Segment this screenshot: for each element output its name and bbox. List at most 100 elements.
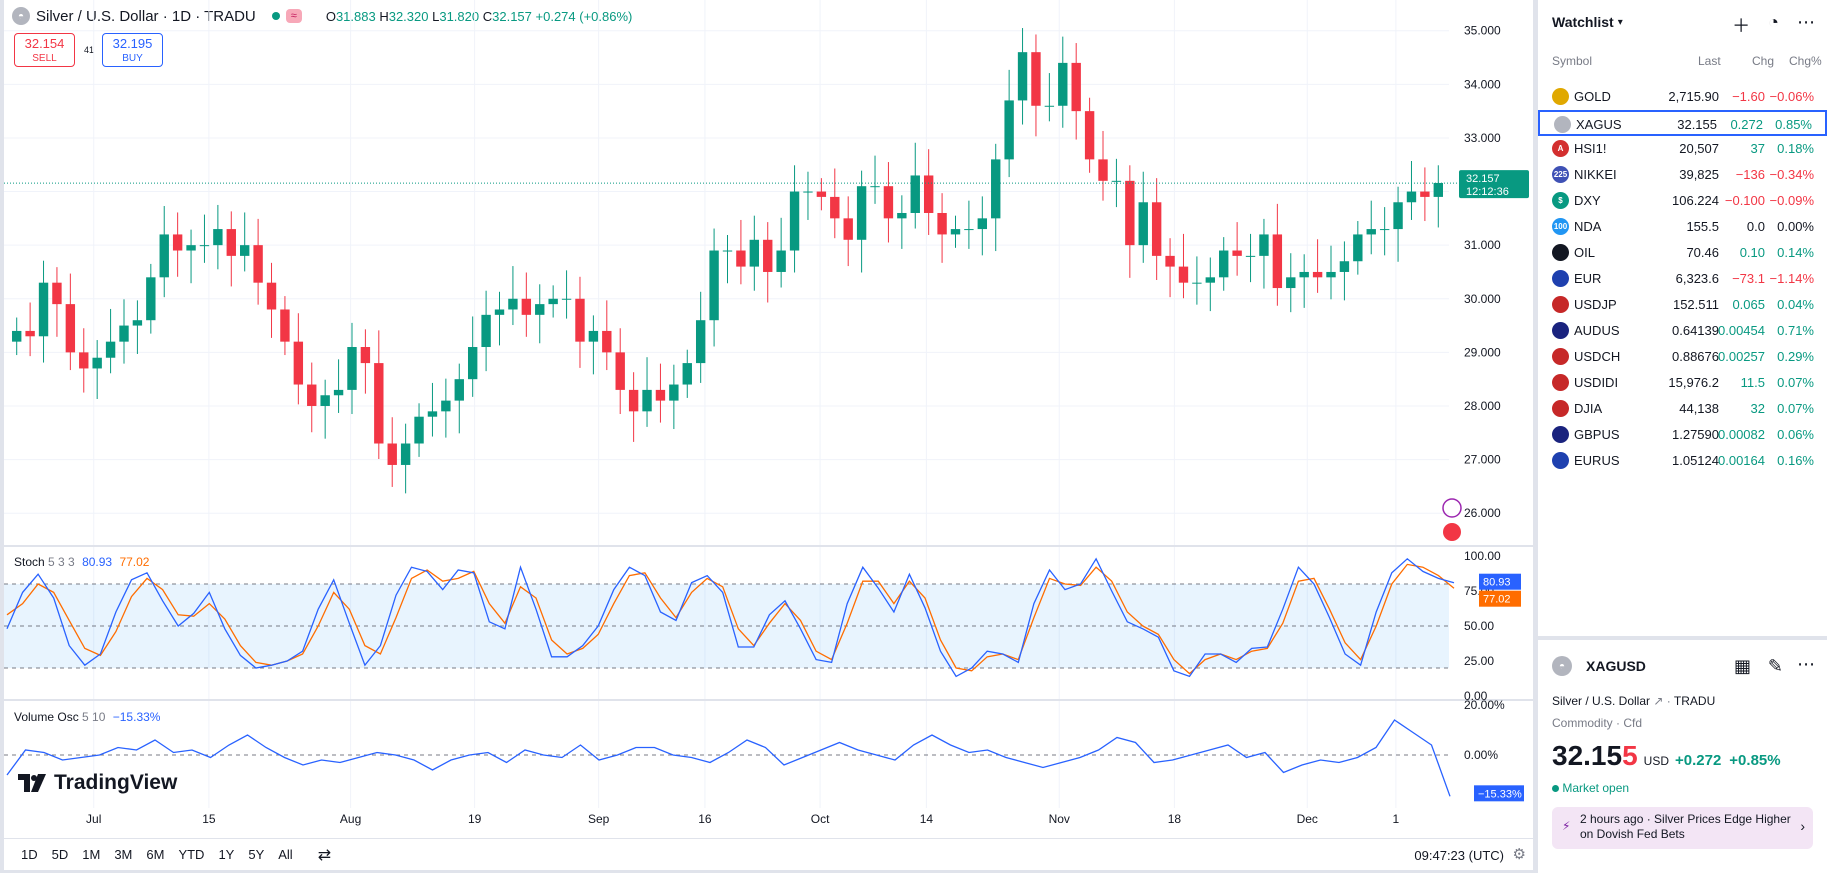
news-headline[interactable]: ⚡ 2 hours ago · Silver Prices Edge Highe… [1552,807,1813,849]
clock-readout[interactable]: 09:47:23 (UTC) [1414,848,1504,863]
candle-body [816,191,827,197]
candle-body [964,229,974,231]
row-chgp: −1.14% [1769,271,1814,286]
watchlist-row[interactable]: A HSI1! 20,507 37 0.18% [1538,136,1827,162]
row-chg: −0.100 [1724,193,1765,208]
volosc-legend[interactable]: Volume Osc 5 10 −15.33% [14,710,160,724]
detail-symbol[interactable]: XAGUSD [1586,658,1646,674]
candle-body [467,347,478,380]
candle-body [776,250,786,272]
watchlist-row[interactable]: 225 NIKKEI 39,825 −136 −0.34% [1538,162,1827,188]
range-button[interactable]: 1M [82,847,101,862]
watchlist-row[interactable]: USDJP 152.511 0.065 0.04% [1538,292,1827,318]
watchlist-row[interactable]: GOLD 2,715.90 −1.60 −0.06% [1538,84,1827,110]
chart-panel[interactable]: ◓ Silver / U.S. Dollar · 1D · TRADU ≈ O3… [4,0,1534,870]
settings-gear-icon[interactable]: ⚙ [1512,846,1526,863]
range-button[interactable]: 5Y [248,847,265,862]
candle-body [977,218,988,230]
candle-body [991,159,1001,219]
watchlist-row[interactable]: OIL 70.46 0.10 0.14% [1538,240,1827,266]
watchlist-row[interactable]: GBPUS 1.27590 0.00082 0.06% [1538,422,1827,448]
symbol-logo-icon [1552,452,1569,469]
price-axis-label: 27.000 [1464,453,1501,467]
tradingview-logo[interactable]: TradingView [18,771,177,795]
symbol-logo-icon [1554,116,1571,133]
buy-label: BUY [122,53,143,64]
candle-body [226,229,236,256]
range-button[interactable]: 1Y [218,847,235,862]
watchlist-row[interactable]: XAGUS 32.155 0.272 0.85% [1538,110,1827,136]
watchlist-row[interactable]: EURUS 1.05124 0.00164 0.16% [1538,448,1827,474]
watchlist-row[interactable]: EUR 6,323.6 −73.1 −1.14% [1538,266,1827,292]
row-chg: −1.60 [1732,89,1765,104]
detail-exchange: TRADU [1673,694,1716,708]
col-chg[interactable]: Chg [1752,54,1775,68]
watchlist-row[interactable]: USDIDI 15,976.2 11.5 0.07% [1538,370,1827,396]
col-last[interactable]: Last [1698,54,1721,68]
candle-body [1084,111,1095,160]
range-button[interactable]: All [278,847,293,862]
candle-body [186,245,196,251]
external-link-icon[interactable]: ↗ [1653,694,1664,708]
time-axis-label: 19 [468,812,482,826]
candle-body [628,389,639,412]
buy-price: 32.195 [112,36,153,51]
row-last: 6,323.6 [1675,271,1719,286]
range-button[interactable]: 5D [51,847,69,862]
watchlist-row[interactable]: DJIA 44,138 32 0.07% [1538,396,1827,422]
row-chg: 0.0 [1746,219,1765,234]
price-axis-label: 33.000 [1464,131,1501,145]
advanced-view-icon[interactable]: ◔ [1768,12,1779,32]
row-chg: 0.00164 [1718,453,1765,468]
price-axis-label: 26.000 [1464,506,1501,520]
candle-body [1393,202,1403,230]
detail-name[interactable]: Silver / U.S. Dollar [1552,694,1651,708]
grid-view-icon[interactable]: ▦ [1733,656,1751,676]
candle-body [1299,271,1309,278]
add-symbol-icon[interactable]: ＋ [1732,16,1751,36]
row-chg: 0.065 [1732,297,1765,312]
chart-canvas[interactable]: 35.00034.00033.00032.00031.00030.00029.0… [4,0,1534,838]
right-panel: Watchlist ▾ ＋ ◔ ⋯ Symbol Last Chg Chg% G… [1538,0,1827,873]
us-flag-event-icon [1443,523,1461,541]
candle-body [1044,105,1055,107]
range-button[interactable]: 3M [114,847,133,862]
candle-body [1178,266,1189,283]
watchlist-title[interactable]: Watchlist ▾ [1552,14,1623,30]
watchlist-row[interactable]: AUDUS 0.64139 0.00454 0.71% [1538,318,1827,344]
candle-body [561,298,572,300]
edit-note-icon[interactable]: ✎ [1767,656,1783,676]
range-button[interactable]: 6M [146,847,165,862]
more-menu-icon[interactable]: ⋯ [1797,12,1815,32]
range-button[interactable]: 1D [21,847,38,862]
detail-category-row: Commodity · Cfd [1552,716,1643,730]
stoch-legend[interactable]: Stoch 5 3 3 80.93 77.02 [14,555,149,569]
last-price-badge [1459,170,1529,199]
candle-body [1259,234,1269,256]
sell-button[interactable]: 32.154 SELL [14,33,75,67]
stoch-axis-label: 100.00 [1464,549,1501,563]
symbol-logo-icon: $ [1552,192,1569,209]
row-last: 152.511 [1672,297,1719,312]
stoch-k-line [6,557,1455,678]
watchlist-row[interactable]: USDCH 0.88676 0.00257 0.29% [1538,344,1827,370]
legend-symbol[interactable]: Silver / U.S. Dollar · 1D · TRADU [36,7,256,25]
row-chg: 0.10 [1739,245,1765,260]
row-last: 2,715.90 [1668,89,1719,104]
detail-more-icon[interactable]: ⋯ [1797,654,1815,674]
candle-body [1004,100,1014,160]
buy-button[interactable]: 32.195 BUY [102,33,163,67]
watchlist-row[interactable]: 100 NDA 155.5 0.0 0.00% [1538,214,1827,240]
col-chgp[interactable]: Chg% [1789,54,1822,68]
candle-body [293,341,304,385]
col-symbol[interactable]: Symbol [1552,54,1593,68]
watchlist-row[interactable]: $ DXY 106.224 −0.100 −0.09% [1538,188,1827,214]
delayed-data-icon[interactable]: ≈ [285,9,302,23]
row-chgp: 0.16% [1777,453,1814,468]
ohlc-values: O31.883 H32.320 L31.820 C32.157 +0.274 (… [325,8,633,24]
date-range-icon[interactable]: ⇄ [317,846,332,864]
range-button[interactable]: YTD [178,847,205,862]
chevron-right-icon: › [1800,818,1805,834]
row-last: 20,507 [1679,141,1719,156]
